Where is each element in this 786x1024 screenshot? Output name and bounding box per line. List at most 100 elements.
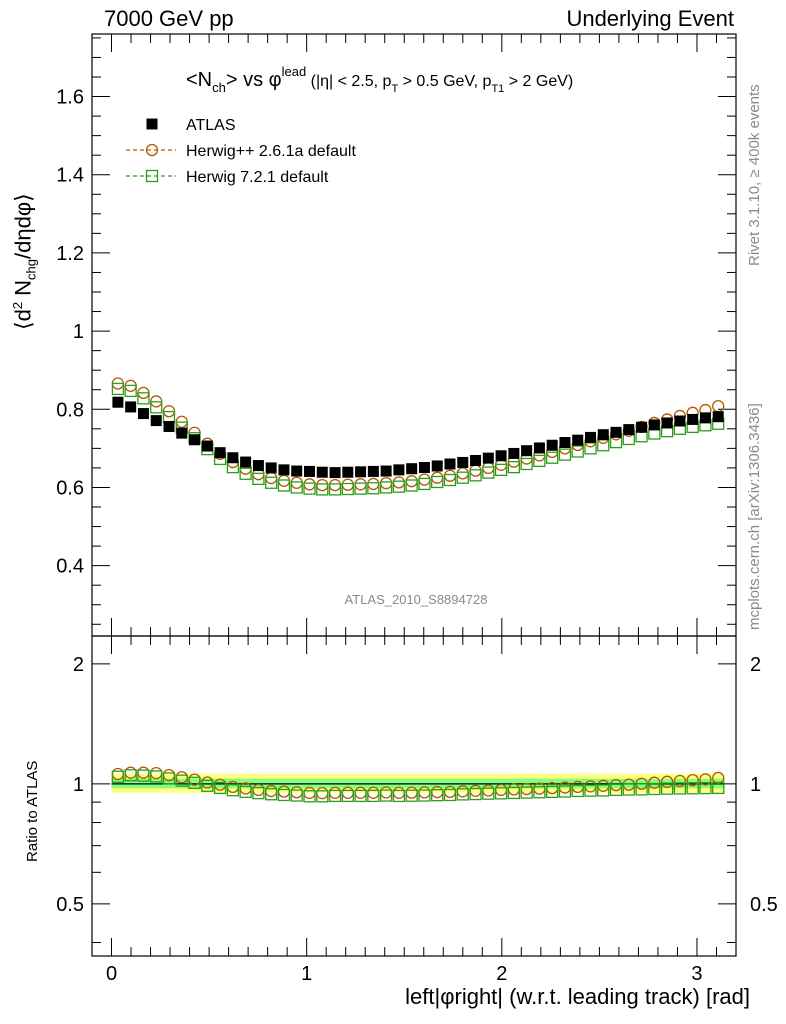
herwig7-point xyxy=(239,467,252,480)
x-tick-label: 2 xyxy=(496,963,507,985)
atlas-data-point xyxy=(278,464,290,476)
herwig7-ratio-point xyxy=(597,784,610,797)
herwig7-ratio-point xyxy=(609,783,623,797)
atlas-data-point xyxy=(470,454,482,466)
herwig7-point xyxy=(456,471,469,484)
atlas-data-point xyxy=(457,456,469,468)
herwigpp-ratio-point xyxy=(686,773,699,787)
herwig7-point xyxy=(469,469,482,482)
atlas-data-point xyxy=(125,401,137,413)
herwigpp-point xyxy=(316,478,329,492)
herwig7-ratio-point xyxy=(341,789,354,803)
herwig7-ratio-point xyxy=(584,784,597,797)
herwig7-ratio-point xyxy=(443,788,457,802)
atlas-data-point xyxy=(521,445,533,457)
herwig7-point xyxy=(354,482,367,495)
herwig7-point xyxy=(533,454,546,468)
x-axis-label: left|φright| (w.r.t. leading track) [rad… xyxy=(405,984,750,1009)
herwigpp-point xyxy=(341,478,354,491)
main-y-tick-label: 1.6 xyxy=(56,87,84,109)
herwig7-ratio-point xyxy=(431,789,444,802)
herwig7-ratio-point xyxy=(699,781,712,795)
atlas-data-point xyxy=(303,465,315,477)
herwig7-point xyxy=(494,463,508,477)
herwigpp-point xyxy=(367,477,380,491)
herwig7-ratio-point xyxy=(188,776,201,790)
herwig7-ratio-point xyxy=(533,786,546,799)
legend-marker xyxy=(146,118,158,130)
herwig7-ratio-point xyxy=(635,783,648,796)
herwig7-point xyxy=(277,479,291,492)
herwig7-point xyxy=(341,482,354,496)
legend-label: Herwig 7.2.1 default xyxy=(186,169,329,186)
herwigpp-point xyxy=(443,469,457,482)
atlas-data-point xyxy=(661,417,673,429)
ratio-y-tick-label: 2 xyxy=(73,654,84,676)
ratio-y-tick-label: 1 xyxy=(73,774,84,796)
herwig7-point xyxy=(379,481,393,494)
herwig7-point xyxy=(558,448,572,461)
atlas-data-point xyxy=(674,415,686,427)
atlas-data-point xyxy=(329,467,341,479)
atlas-data-point xyxy=(495,450,507,462)
ratio-panel: 0 1 2 3 0.5 0.5 1 1 2 2 xyxy=(56,635,778,985)
herwigpp-point xyxy=(469,464,482,477)
atlas-data-point xyxy=(418,462,430,474)
herwigpp-ratio-point xyxy=(648,776,661,789)
energy-beam-label: 7000 GeV pp xyxy=(104,6,234,31)
herwig7-ratio-point xyxy=(111,770,125,783)
herwig7-ratio-point xyxy=(469,787,482,801)
herwig7-point xyxy=(405,479,418,492)
atlas-data-point xyxy=(431,460,443,472)
herwig7-point xyxy=(443,473,457,487)
herwigpp-point xyxy=(328,478,342,492)
atlas-data-point xyxy=(112,396,124,408)
herwigpp-point xyxy=(379,477,393,490)
atlas-data-point xyxy=(546,439,558,451)
atlas-data-point xyxy=(201,440,213,452)
atlas-data-point xyxy=(648,419,660,431)
herwig7-ratio-point xyxy=(660,782,674,795)
atlas-data-point xyxy=(406,463,418,475)
herwigpp-point xyxy=(303,478,316,491)
legend-label: ATLAS xyxy=(186,117,236,134)
ratio-y-tick-label-right: 2 xyxy=(750,654,761,676)
legend-marker xyxy=(145,169,159,183)
atlas-data-point xyxy=(367,465,379,477)
herwigpp-point xyxy=(392,476,406,489)
ratio-frame xyxy=(91,635,737,957)
herwigpp-point xyxy=(418,473,431,486)
herwig7-ratio-point xyxy=(175,774,188,787)
herwig7-ratio-point xyxy=(226,784,240,797)
herwig7-point xyxy=(431,475,444,489)
herwig7-ratio-point xyxy=(328,789,342,803)
atlas-data-point xyxy=(316,466,328,478)
atlas-data-point xyxy=(699,412,711,424)
herwigpp-point xyxy=(354,478,367,491)
atlas-data-point xyxy=(508,447,520,459)
herwig7-point xyxy=(520,457,533,471)
herwigpp-ratio-point xyxy=(673,774,687,788)
herwig7-ratio-point xyxy=(265,788,278,801)
herwig7-point xyxy=(137,392,150,405)
herwigpp-point xyxy=(405,475,418,488)
herwig7-ratio-point xyxy=(405,789,418,802)
herwig7-ratio-point xyxy=(520,786,533,799)
herwig7-point xyxy=(418,477,431,491)
atlas-data-point xyxy=(559,437,571,448)
herwig7-ratio-point xyxy=(213,781,227,795)
herwig7-ratio-point xyxy=(494,787,508,800)
herwig7-ratio-point xyxy=(290,789,303,802)
herwig7-point xyxy=(507,460,521,474)
herwig7-ratio-point xyxy=(482,787,495,800)
main-y-tick-label: 0.6 xyxy=(56,477,84,499)
atlas-data-point xyxy=(355,466,367,478)
herwig7-ratio-point xyxy=(558,785,572,798)
atlas-data-point xyxy=(189,434,201,446)
herwigpp-ratio-point xyxy=(712,771,725,785)
atlas-data-point xyxy=(163,420,175,432)
herwig7-ratio-point xyxy=(546,785,559,799)
herwig7-point xyxy=(290,481,303,494)
atlas-data-point xyxy=(533,442,545,454)
atlas-data-point xyxy=(482,452,494,464)
